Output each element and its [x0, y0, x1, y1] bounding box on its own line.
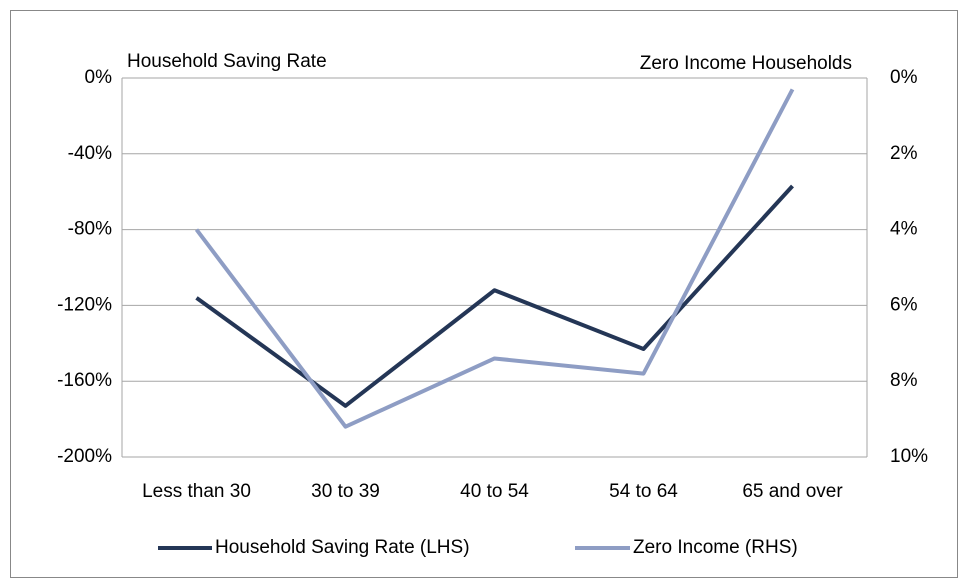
y-axis-title: Household Saving Rate: [127, 51, 327, 72]
chart-border: [10, 10, 958, 578]
x-tick-label: 54 to 64: [609, 481, 678, 502]
y-tick-label: -160%: [57, 370, 112, 391]
y2-tick-label: 8%: [890, 370, 918, 391]
x-tick-label: 65 and over: [742, 481, 843, 502]
y2-tick-label: 4%: [890, 219, 918, 240]
y2-tick-label: 0%: [890, 67, 918, 88]
y-tick-label: 0%: [85, 67, 113, 88]
y-tick-label: -40%: [68, 143, 112, 164]
legend-label: Household Saving Rate (LHS): [215, 537, 470, 558]
y2-tick-label: 10%: [890, 446, 928, 467]
x-tick-label: 30 to 39: [311, 481, 380, 502]
y2-tick-label: 6%: [890, 294, 918, 315]
series-line: [195, 184, 794, 408]
x-tick-label: 40 to 54: [460, 481, 529, 502]
y2-tick-label: 2%: [890, 143, 918, 164]
legend-label: Zero Income (RHS): [633, 537, 798, 558]
y-tick-label: -200%: [57, 446, 112, 467]
y2-axis-title: Zero Income Households: [640, 53, 852, 74]
y-tick-label: -120%: [57, 294, 112, 315]
x-tick-label: Less than 30: [142, 481, 251, 502]
y-tick-label: -80%: [68, 219, 112, 240]
series-line: [194, 88, 795, 429]
